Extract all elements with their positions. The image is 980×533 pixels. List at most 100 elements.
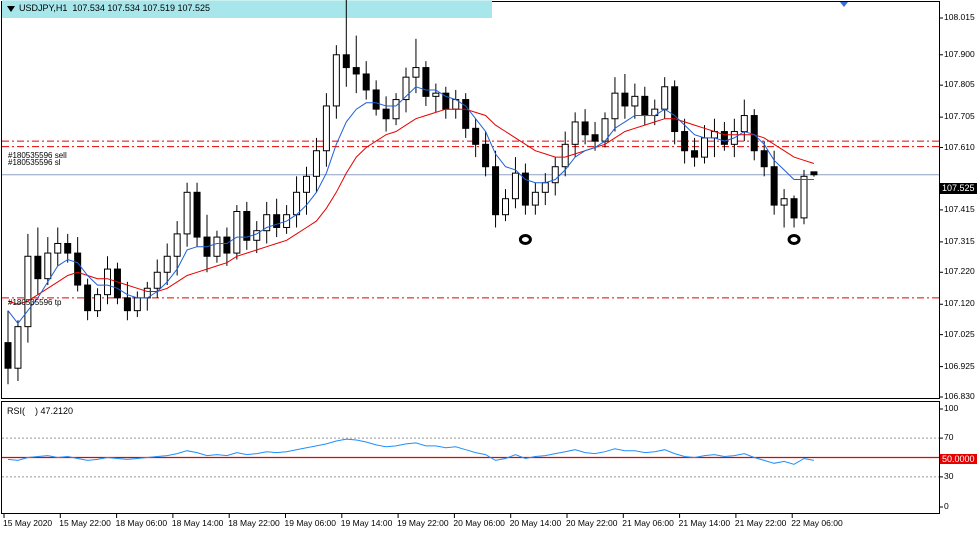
candle	[34, 227, 42, 295]
rsi-panel-frame	[1, 401, 940, 514]
rsi-tick-label: 100	[944, 403, 959, 413]
y-tick-label: 107.415	[944, 203, 975, 214]
x-tick-label: 15 May 22:00	[59, 518, 111, 528]
candle-body	[273, 214, 281, 228]
moving-averages	[7, 86, 815, 325]
candle	[362, 61, 370, 100]
rsi-tick-label: 0	[944, 501, 949, 511]
x-tick-label: 18 May 14:00	[171, 518, 224, 528]
ma-slow-line	[7, 108, 815, 305]
candle-body	[312, 150, 320, 177]
candle-body	[193, 191, 201, 238]
dropdown-triangle-icon[interactable]	[7, 5, 15, 12]
candle-body	[760, 150, 768, 168]
candle	[94, 288, 102, 318]
candle	[541, 173, 549, 206]
candle	[163, 243, 171, 286]
candle-body	[213, 236, 221, 257]
candle-body	[84, 284, 92, 312]
x-tick-label: 19 May 22:00	[397, 518, 449, 528]
candle	[472, 118, 480, 158]
candle	[492, 150, 500, 228]
candle-body	[462, 99, 470, 129]
x-tick-label: 15 May 2020	[3, 518, 53, 528]
x-tick-label: 18 May 06:00	[115, 518, 168, 528]
y-tick-label: 107.805	[944, 79, 975, 90]
y-tick-label: 107.315	[944, 235, 975, 246]
x-tick-label: 19 May 06:00	[284, 518, 337, 528]
rsi-line	[7, 438, 814, 465]
candle	[551, 157, 559, 196]
x-tick-label: 20 May 22:00	[566, 518, 618, 528]
candle	[631, 83, 639, 119]
candle	[113, 262, 121, 305]
order-tp-label: #180535596 tp	[8, 298, 62, 307]
candle-body	[153, 271, 161, 289]
candle-body	[104, 268, 111, 296]
candle	[760, 141, 768, 177]
candle-body	[123, 297, 131, 312]
candle	[223, 227, 231, 266]
candle	[591, 121, 599, 151]
candle	[482, 131, 490, 177]
candle	[263, 201, 271, 244]
candle-body	[611, 92, 619, 120]
candle-body	[502, 198, 509, 216]
ma-fast-line	[7, 86, 814, 325]
x-tick-label: 20 May 06:00	[453, 518, 505, 528]
x-tick-label: 21 May 06:00	[622, 518, 674, 528]
x-tick-label: 22 May 06:00	[791, 518, 843, 528]
candle	[452, 89, 460, 119]
rsi-indicator	[2, 437, 939, 478]
candle	[213, 230, 221, 263]
candle	[312, 137, 320, 193]
candle	[701, 125, 708, 164]
candle-body	[770, 166, 778, 206]
candle-body	[332, 54, 340, 107]
scroll-shift-marker[interactable]	[840, 2, 848, 7]
candle-body	[631, 95, 639, 107]
candle-body	[74, 252, 82, 286]
candle	[372, 80, 380, 116]
swing-low-marker	[787, 233, 801, 245]
candle-body	[581, 121, 589, 136]
candle-body	[691, 150, 699, 158]
candle-body	[34, 255, 42, 280]
candle-body	[412, 67, 420, 78]
candle-body	[44, 252, 52, 280]
swing-low-marker	[518, 233, 532, 245]
candle	[800, 169, 808, 225]
rsi-value: 47.2120	[40, 406, 74, 416]
candle-body	[551, 166, 559, 184]
current-price-badge: 107.525	[940, 183, 977, 194]
candle-body	[740, 115, 748, 133]
candle	[84, 278, 92, 321]
candle	[581, 109, 589, 145]
swing-low-markers	[518, 233, 801, 245]
candle	[253, 221, 261, 254]
candle	[661, 77, 669, 119]
candle-body	[253, 230, 261, 241]
candle	[422, 61, 430, 106]
candle	[810, 171, 818, 177]
chart-title: USDJPY,H1 107.534 107.534 107.519 107.52…	[7, 3, 210, 13]
candle	[511, 157, 519, 209]
candle	[641, 86, 649, 126]
candle	[720, 121, 728, 151]
symbol-label: USDJPY,H1	[19, 3, 68, 13]
candle-body	[541, 182, 549, 193]
candle	[332, 45, 340, 119]
candle-body	[720, 131, 728, 145]
candle	[293, 176, 301, 228]
axis-ticks	[3, 17, 943, 518]
candle	[183, 182, 191, 247]
candle-body	[800, 175, 808, 219]
candle	[521, 163, 529, 215]
y-tick-label: 107.220	[944, 266, 975, 277]
candle	[621, 73, 629, 119]
rsi-tick-label: 70	[944, 432, 954, 443]
candle	[74, 237, 82, 292]
candle	[104, 256, 111, 305]
candle	[352, 35, 360, 94]
